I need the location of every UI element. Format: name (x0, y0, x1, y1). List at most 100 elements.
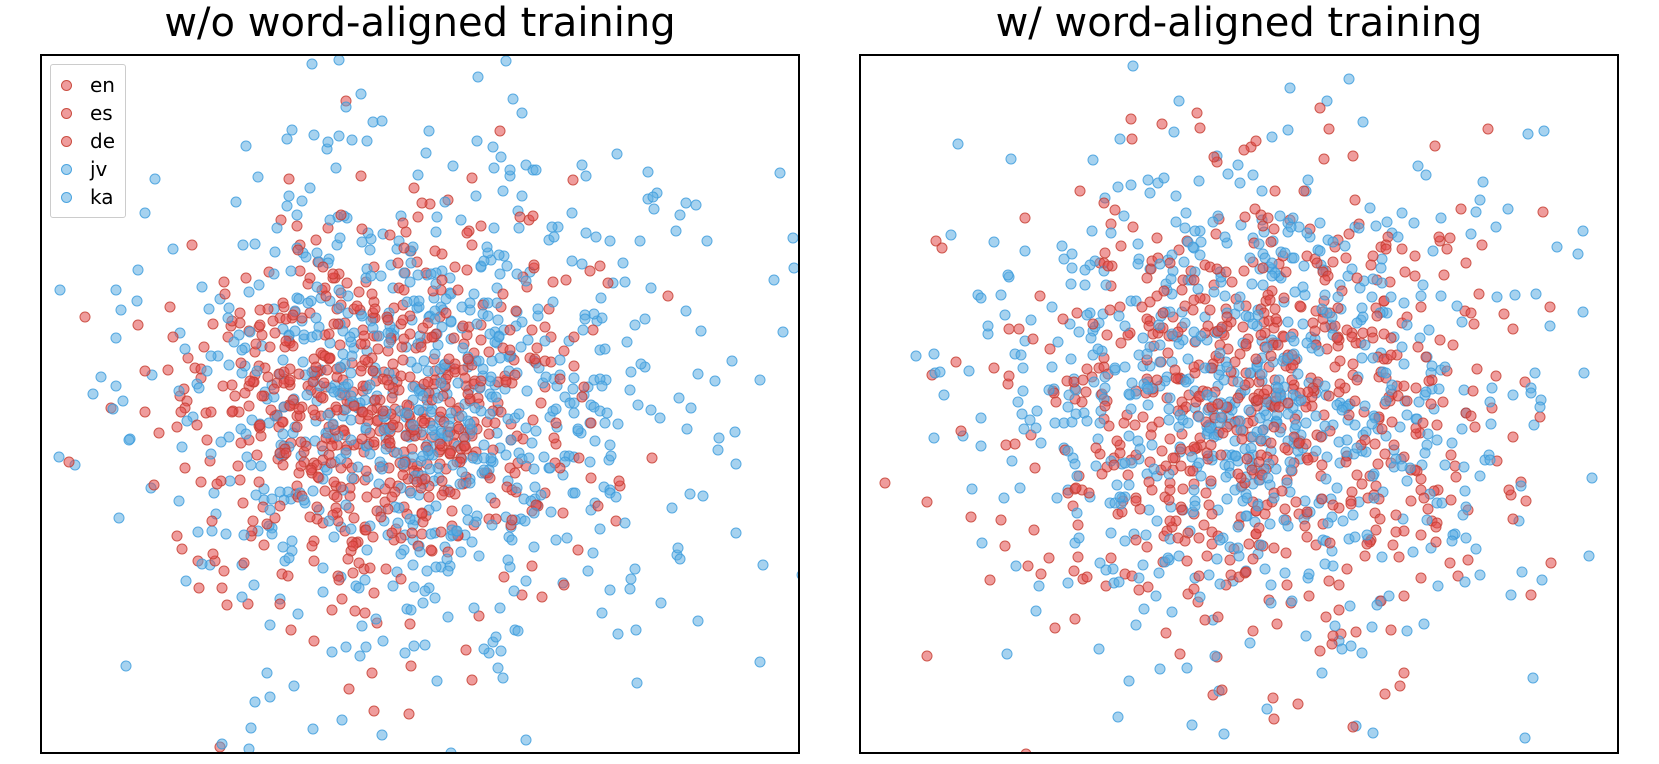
scatter-point (1336, 643, 1347, 654)
scatter-point (1086, 332, 1097, 343)
scatter-point (547, 221, 558, 232)
scatter-point (988, 236, 999, 247)
scatter-point (1466, 411, 1477, 422)
scatter-point (1433, 232, 1444, 243)
scatter-point (1179, 317, 1190, 328)
scatter-point (1405, 495, 1416, 506)
scatter-point (308, 376, 319, 387)
scatter-point (1431, 420, 1442, 431)
scatter-point (429, 245, 440, 256)
scatter-point (368, 366, 379, 377)
scatter-point (1508, 389, 1519, 400)
scatter-point (1311, 410, 1322, 421)
scatter-point (241, 451, 252, 462)
scatter-point (520, 159, 531, 170)
scatter-point (240, 141, 251, 152)
scatter-point (1319, 558, 1330, 569)
scatter-point (290, 326, 301, 337)
scatter-point (439, 197, 450, 208)
scatter-point (1152, 516, 1163, 527)
scatter-point (292, 421, 303, 432)
scatter-point (207, 526, 218, 537)
scatter-point (111, 285, 122, 296)
scatter-point (1065, 353, 1076, 364)
scatter-point (1301, 507, 1312, 518)
scatter-point (1003, 370, 1014, 381)
scatter-point (426, 529, 437, 540)
scatter-point (199, 342, 210, 353)
scatter-point (1146, 485, 1157, 496)
scatter-point (1154, 568, 1165, 579)
scatter-point (1321, 611, 1332, 622)
scatter-point (1401, 476, 1412, 487)
scatter-point (1415, 290, 1426, 301)
scatter-point (287, 394, 298, 405)
legend-marker-icon (61, 192, 72, 203)
scatter-point (1333, 437, 1344, 448)
scatter-point (364, 379, 375, 390)
scatter-point (1073, 533, 1084, 544)
scatter-point (1132, 238, 1143, 249)
scatter-point (282, 571, 293, 582)
scatter-point (261, 667, 272, 678)
scatter-point (254, 280, 265, 291)
scatter-point (232, 460, 243, 471)
scatter-point (327, 604, 338, 615)
scatter-point (1490, 370, 1501, 381)
scatter-point (237, 239, 248, 250)
scatter-point (467, 675, 478, 686)
scatter-point (1181, 376, 1192, 387)
scatter-point (408, 581, 419, 592)
scatter-point (430, 314, 441, 325)
scatter-point (1139, 604, 1150, 615)
scatter-point (1448, 339, 1459, 350)
scatter-point (1310, 445, 1321, 456)
scatter-point (548, 432, 559, 443)
scatter-point (1314, 245, 1325, 256)
scatter-point (1320, 420, 1331, 431)
scatter-point (629, 320, 640, 331)
scatter-point (168, 243, 179, 254)
scatter-point (1461, 533, 1472, 544)
scatter-point (176, 544, 187, 555)
scatter-point (1112, 181, 1123, 192)
scatter-point (1262, 213, 1273, 224)
scatter-point (680, 198, 691, 209)
scatter-point (381, 374, 392, 385)
scatter-point (1169, 364, 1180, 375)
scatter-point (447, 460, 458, 471)
scatter-point (406, 660, 417, 671)
scatter-point (709, 375, 720, 386)
scatter-point (53, 451, 64, 462)
scatter-point (383, 315, 394, 326)
scatter-point (416, 198, 427, 209)
scatter-point (364, 562, 375, 573)
scatter-point (1006, 154, 1017, 165)
left-panel: w/o word-aligned training enesdejvka (30, 0, 810, 764)
scatter-point (355, 171, 366, 182)
scatter-point (1415, 573, 1426, 584)
scatter-point (334, 303, 345, 314)
scatter-point (431, 675, 442, 686)
scatter-point (208, 318, 219, 329)
scatter-point (1079, 280, 1090, 291)
scatter-point (385, 230, 396, 241)
scatter-point (80, 311, 91, 322)
scatter-point (1385, 350, 1396, 361)
scatter-point (1578, 225, 1589, 236)
scatter-point (340, 500, 351, 511)
scatter-point (284, 553, 295, 564)
scatter-point (1352, 318, 1363, 329)
scatter-point (1217, 322, 1228, 333)
scatter-point (550, 534, 561, 545)
scatter-point (1419, 492, 1430, 503)
scatter-point (377, 729, 388, 740)
scatter-point (1046, 361, 1057, 372)
scatter-point (327, 419, 338, 430)
scatter-point (348, 567, 359, 578)
scatter-point (1105, 228, 1116, 239)
scatter-point (367, 323, 378, 334)
scatter-point (1026, 314, 1037, 325)
scatter-point (1278, 514, 1289, 525)
scatter-point (1352, 375, 1363, 386)
